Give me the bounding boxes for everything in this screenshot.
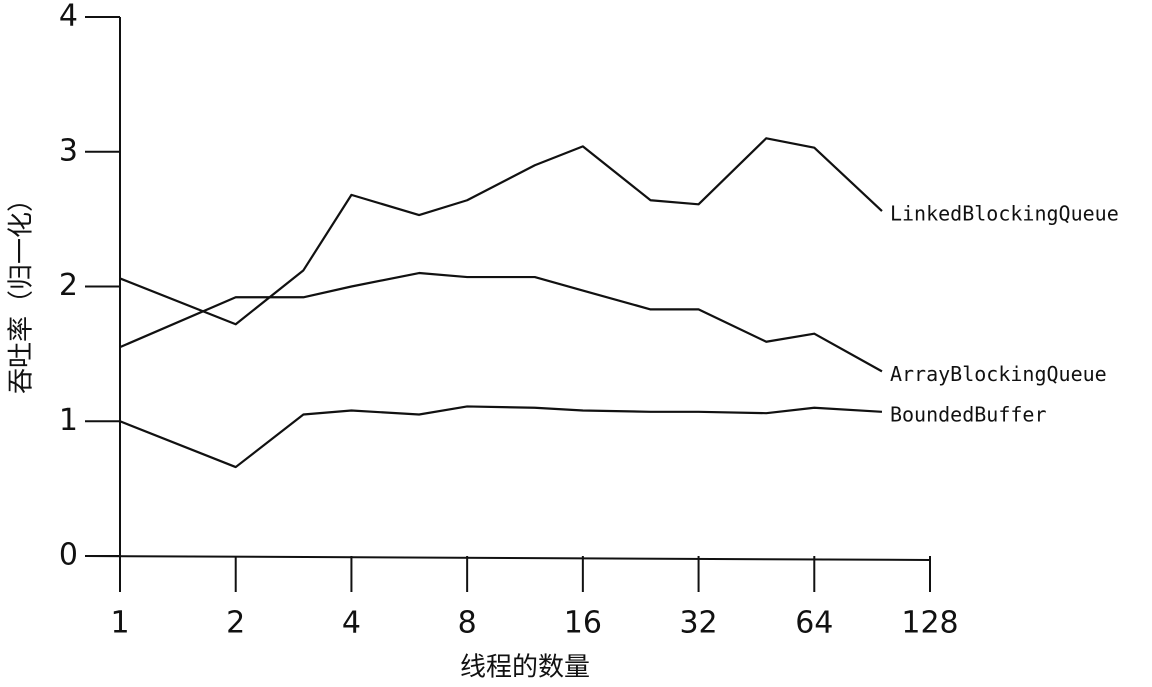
x-axis-label: 线程的数量 (460, 653, 590, 683)
x-tick-label: 32 (679, 606, 717, 641)
y-tick-label: 4 (59, 0, 78, 34)
y-tick-label: 0 (59, 538, 78, 573)
x-tick-label: 1 (110, 606, 129, 641)
series-line (119, 137, 883, 326)
x-tick-label: 16 (564, 606, 602, 641)
y-tick-label: 2 (59, 268, 78, 303)
series-label: ArrayBlockingQueue (890, 362, 1107, 386)
series-line (119, 271, 883, 373)
x-axis (84, 555, 931, 561)
series-line (119, 405, 883, 469)
y-tick-label: 1 (59, 403, 78, 438)
x-tick-label: 2 (226, 606, 245, 641)
x-tick-label: 8 (458, 606, 477, 641)
x-tick-label: 64 (795, 606, 833, 641)
x-tick-label: 128 (901, 606, 958, 641)
y-tick-label: 3 (59, 133, 78, 168)
x-tick-label: 4 (342, 606, 361, 641)
y-axis-label: 吞吐率（归一化） (7, 186, 37, 394)
series-label: BoundedBuffer (890, 402, 1047, 426)
series-label: LinkedBlockingQueue (890, 202, 1119, 226)
